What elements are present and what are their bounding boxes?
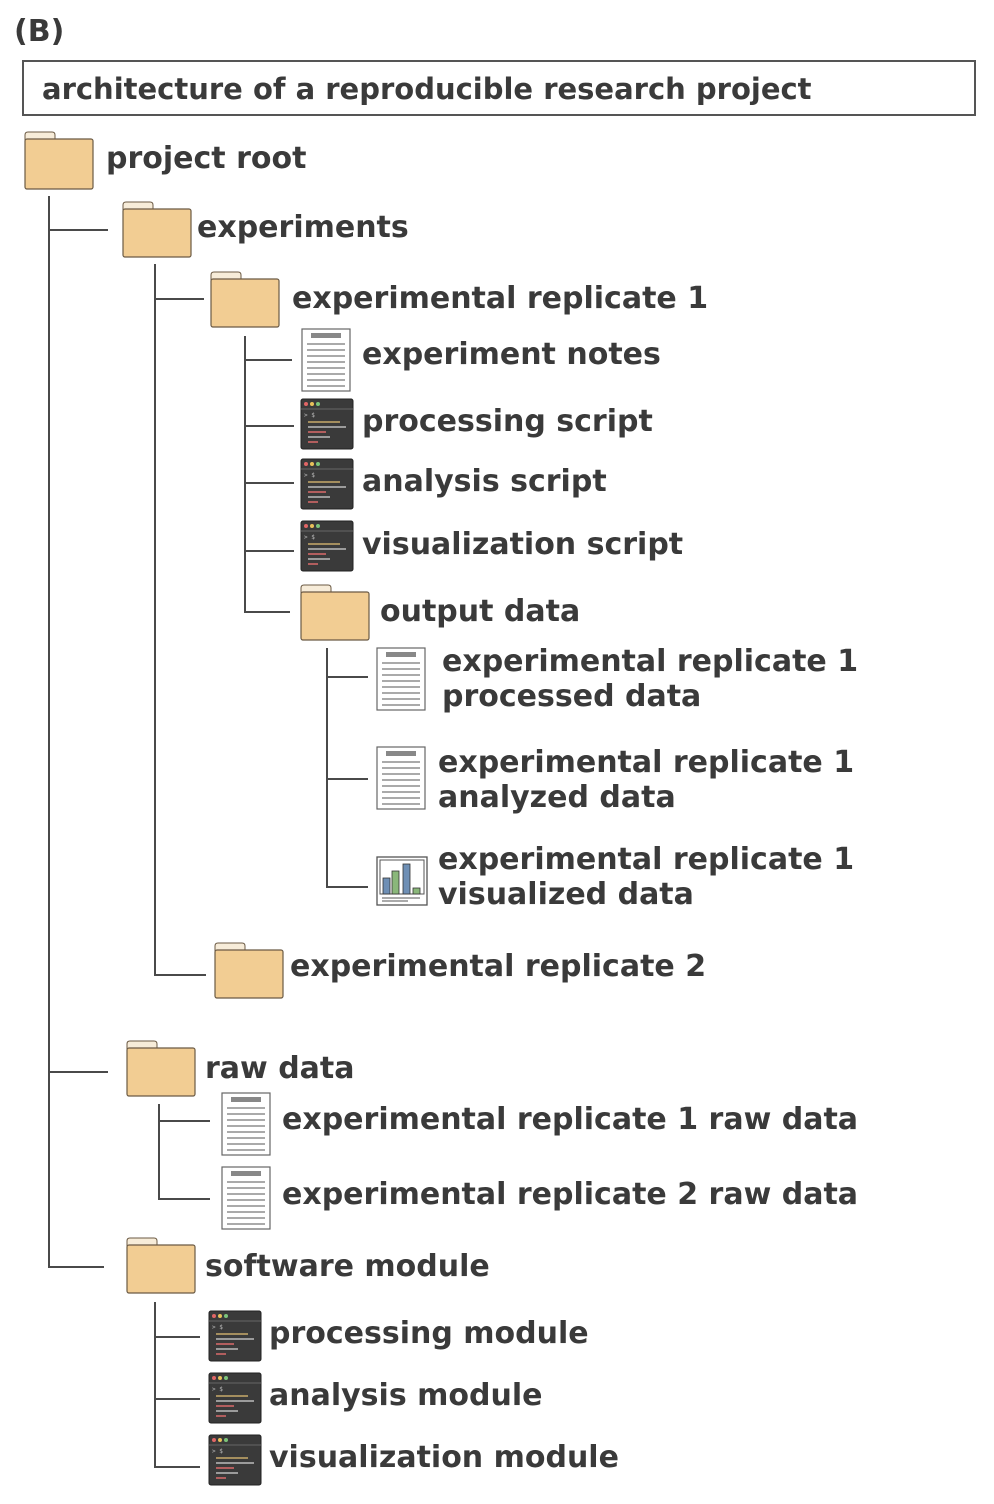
node-label-analysis-module: analysis module xyxy=(269,1378,543,1413)
terminal-script-icon: > $ xyxy=(208,1434,262,1486)
svg-text:> $: > $ xyxy=(212,1386,223,1393)
connector-line xyxy=(154,974,206,976)
connector-line xyxy=(48,1266,104,1268)
connector-line xyxy=(326,676,368,678)
connector-line xyxy=(154,1466,200,1468)
connector-line xyxy=(244,359,292,361)
document-icon xyxy=(221,1092,271,1156)
node-label-visualized-data-line2: visualized data xyxy=(438,877,694,912)
node-label-analysis-script: analysis script xyxy=(362,464,607,499)
title-box: architecture of a reproducible research … xyxy=(22,60,976,116)
folder-icon xyxy=(210,271,280,328)
svg-text:> $: > $ xyxy=(212,1324,223,1331)
connector-line xyxy=(154,1302,156,1468)
node-label-project-root: project root xyxy=(106,141,307,176)
folder-icon xyxy=(24,131,94,190)
document-icon xyxy=(221,1166,271,1230)
node-label-processing-script: processing script xyxy=(362,404,653,439)
connector-line xyxy=(154,264,156,976)
folder-icon xyxy=(122,201,192,258)
node-label-processed-data-line2: processed data xyxy=(442,679,702,714)
terminal-script-icon: > $ xyxy=(208,1310,262,1362)
document-icon xyxy=(376,746,426,810)
node-label-software-module: software module xyxy=(205,1249,490,1284)
svg-text:> $: > $ xyxy=(212,1448,223,1455)
folder-icon xyxy=(126,1237,196,1294)
connector-line xyxy=(244,611,290,613)
connector-line xyxy=(326,778,368,780)
document-icon xyxy=(301,328,351,392)
bar-chart-icon xyxy=(376,856,428,906)
svg-text:> $: > $ xyxy=(304,472,315,479)
document-icon xyxy=(376,647,426,711)
connector-line xyxy=(48,229,108,231)
node-label-processed-data: experimental replicate 1 xyxy=(442,644,859,679)
folder-icon xyxy=(126,1040,196,1097)
connector-line xyxy=(48,1071,108,1073)
connector-line xyxy=(158,1198,210,1200)
node-label-analyzed-data-line2: analyzed data xyxy=(438,780,676,815)
svg-text:> $: > $ xyxy=(304,534,315,541)
node-label-replicate-1: experimental replicate 1 xyxy=(292,281,709,316)
connector-line xyxy=(326,886,368,888)
connector-line xyxy=(244,482,294,484)
connector-line xyxy=(158,1104,160,1200)
svg-text:> $: > $ xyxy=(304,412,315,419)
node-label-replicate-2: experimental replicate 2 xyxy=(290,949,707,984)
node-label-raw-data-2: experimental replicate 2 raw data xyxy=(282,1177,859,1212)
terminal-script-icon: > $ xyxy=(208,1372,262,1424)
terminal-script-icon: > $ xyxy=(300,458,354,510)
connector-line xyxy=(48,196,50,1268)
connector-line xyxy=(154,1336,200,1338)
terminal-script-icon: > $ xyxy=(300,520,354,572)
diagram-title: architecture of a reproducible research … xyxy=(42,72,812,106)
terminal-script-icon: > $ xyxy=(300,398,354,450)
node-label-experiment-notes: experiment notes xyxy=(362,337,661,372)
connector-line xyxy=(244,550,294,552)
node-label-experiments: experiments xyxy=(197,210,409,245)
node-label-processing-module: processing module xyxy=(269,1316,589,1351)
panel-label: (B) xyxy=(14,14,65,49)
node-label-output-data: output data xyxy=(380,594,581,629)
node-label-visualized-data: experimental replicate 1 xyxy=(438,842,855,877)
connector-line xyxy=(326,648,328,888)
node-label-raw-data-1: experimental replicate 1 raw data xyxy=(282,1102,859,1137)
connector-line xyxy=(158,1120,210,1122)
node-label-visualization-module: visualization module xyxy=(269,1440,619,1475)
connector-line xyxy=(154,298,204,300)
connector-line xyxy=(244,336,246,613)
node-label-visualization-script: visualization script xyxy=(362,527,684,562)
folder-icon xyxy=(300,584,370,641)
folder-icon xyxy=(214,942,284,999)
node-label-raw-data: raw data xyxy=(205,1051,355,1086)
connector-line xyxy=(154,1398,200,1400)
node-label-analyzed-data: experimental replicate 1 xyxy=(438,745,855,780)
connector-line xyxy=(244,425,294,427)
